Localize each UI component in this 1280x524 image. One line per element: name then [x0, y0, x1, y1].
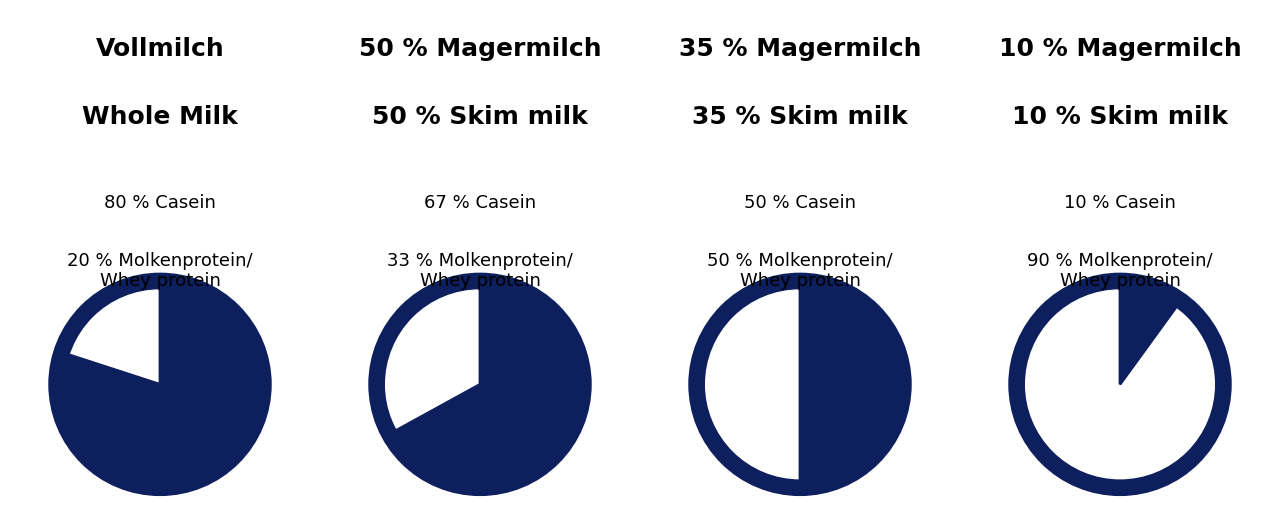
Text: 50 % Magermilch: 50 % Magermilch [358, 37, 602, 61]
Wedge shape [61, 281, 160, 385]
Text: 35 % Skim milk: 35 % Skim milk [692, 105, 908, 129]
Text: 10 % Casein: 10 % Casein [1064, 194, 1176, 212]
Wedge shape [1016, 281, 1224, 488]
Text: Whole Milk: Whole Milk [82, 105, 238, 129]
Text: 67 % Casein: 67 % Casein [424, 194, 536, 212]
Text: 10 % Magermilch: 10 % Magermilch [998, 37, 1242, 61]
Wedge shape [376, 281, 480, 434]
Wedge shape [1120, 281, 1180, 385]
Text: Vollmilch: Vollmilch [96, 37, 224, 61]
Text: 35 % Magermilch: 35 % Magermilch [678, 37, 922, 61]
Text: 50 % Molkenprotein/
Whey protein: 50 % Molkenprotein/ Whey protein [707, 252, 893, 290]
Wedge shape [389, 281, 584, 488]
Text: 90 % Molkenprotein/
Whey protein: 90 % Molkenprotein/ Whey protein [1027, 252, 1213, 290]
Text: 80 % Casein: 80 % Casein [104, 194, 216, 212]
Text: 33 % Molkenprotein/
Whey protein: 33 % Molkenprotein/ Whey protein [387, 252, 573, 290]
Text: 10 % Skim milk: 10 % Skim milk [1012, 105, 1228, 129]
Text: 50 % Casein: 50 % Casein [744, 194, 856, 212]
Text: 20 % Molkenprotein/
Whey protein: 20 % Molkenprotein/ Whey protein [67, 252, 253, 290]
Wedge shape [56, 281, 264, 488]
Text: 50 % Skim milk: 50 % Skim milk [372, 105, 588, 129]
Wedge shape [800, 281, 904, 488]
Wedge shape [696, 281, 800, 488]
